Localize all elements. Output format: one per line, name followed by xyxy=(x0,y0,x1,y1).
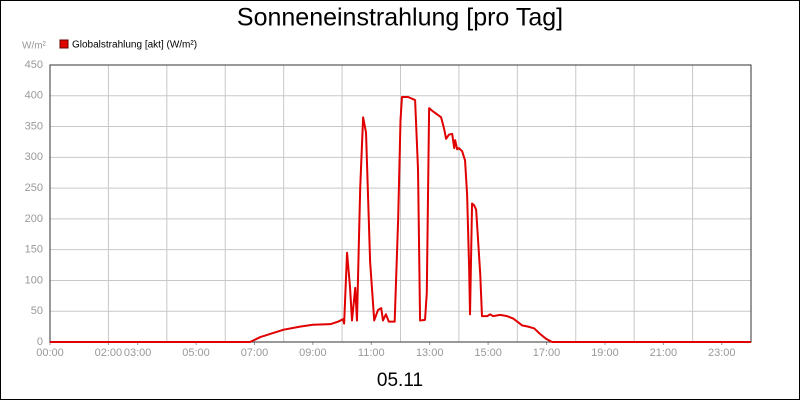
x-axis-label: 05.11 xyxy=(377,370,423,391)
legend-swatch xyxy=(59,39,69,49)
y-tick-label: 400 xyxy=(25,90,43,102)
x-tick-label: 17:00 xyxy=(533,347,561,359)
x-tick-label: 09:00 xyxy=(299,347,327,359)
x-tick-label: 03:00 xyxy=(124,347,152,359)
x-tick-label: 19:00 xyxy=(591,347,619,359)
x-tick-label: 07:00 xyxy=(241,347,269,359)
line xyxy=(50,96,751,343)
x-tick-label: 02:00 xyxy=(95,347,123,359)
y-tick-label: 350 xyxy=(25,120,43,132)
y-tick-label: 50 xyxy=(31,305,43,317)
chart-title: Sonneneinstrahlung [pro Tag] xyxy=(237,4,563,32)
y-unit: W/m² xyxy=(22,41,47,52)
y-tick-label: 100 xyxy=(25,274,43,286)
x-tick-label: 00:00 xyxy=(36,347,64,359)
x-tick-label: 15:00 xyxy=(474,347,502,359)
x-tick-label: 11:00 xyxy=(358,347,385,359)
plot-border xyxy=(49,64,752,343)
y-tick-label: 0 xyxy=(37,336,43,348)
x-tick-label: 23:00 xyxy=(708,347,736,359)
y-tick-label: 150 xyxy=(25,244,43,256)
y-tick-label: 300 xyxy=(25,151,43,163)
y-tick-label: 450 xyxy=(25,59,43,71)
y-tick-label: 200 xyxy=(25,213,43,225)
y-tick-label: 250 xyxy=(25,182,43,194)
legend-label: Globalstrahlung [akt] (W/m²) xyxy=(72,40,197,51)
x-tick-label: 13:00 xyxy=(416,347,444,359)
x-tick-label: 21:00 xyxy=(650,347,678,359)
x-tick-label: 05:00 xyxy=(182,347,210,359)
